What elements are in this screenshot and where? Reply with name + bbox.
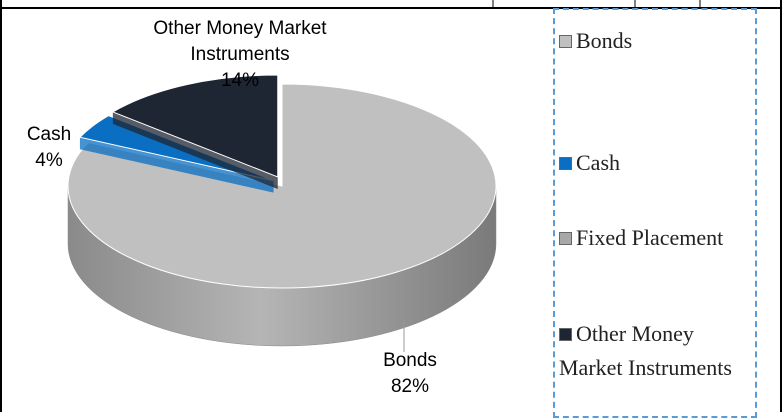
legend: Bonds Cash Fixed Placement Other Money Mark…: [553, 8, 757, 418]
legend-swatch: [559, 328, 572, 341]
data-label: Other Money Market Instruments 14%: [110, 16, 370, 94]
data-label-name: Other Money Market Instruments: [153, 18, 327, 65]
legend-entry: Other Money Market Instruments: [559, 317, 755, 385]
legend-label: Other Money Market Instruments: [559, 321, 732, 380]
legend-swatch: [559, 157, 572, 170]
data-label-value: 82%: [390, 376, 430, 397]
pie-slice-side: [79, 137, 274, 193]
data-label-value: 4%: [35, 150, 63, 171]
data-label-value: 14%: [220, 70, 260, 91]
data-label-name: Cash: [26, 124, 72, 145]
legend-entry: Cash: [559, 146, 755, 180]
pie-slice-side: [112, 111, 278, 189]
legend-entry: Bonds: [559, 24, 755, 58]
legend-label: Cash: [576, 150, 620, 175]
legend-swatch: [559, 232, 572, 245]
data-label-name: Bonds: [383, 350, 437, 371]
data-label: Cash 4%: [14, 122, 84, 174]
legend-entry: Fixed Placement: [559, 221, 755, 255]
legend-label: Fixed Placement: [576, 225, 724, 250]
legend-label: Bonds: [576, 28, 633, 53]
legend-swatch: [559, 35, 572, 48]
pie-slice: [111, 74, 279, 178]
data-label: Bonds 82%: [355, 348, 465, 400]
pie-slice: [67, 83, 497, 289]
